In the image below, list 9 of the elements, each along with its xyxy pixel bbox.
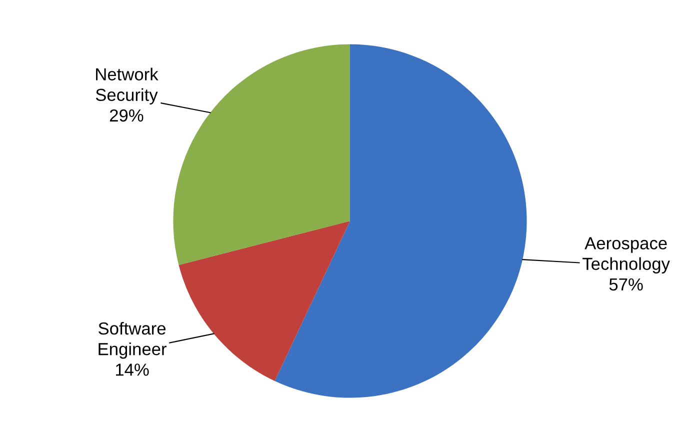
pie-slice <box>173 44 350 265</box>
data-label: 57% <box>609 278 643 291</box>
slice-label: Software Engineer <box>98 322 166 359</box>
data-label: 14% <box>116 364 149 376</box>
data-label: 29% <box>110 109 144 122</box>
pie-slice <box>178 221 350 381</box>
pie-slice <box>274 44 527 398</box>
slice-label: Network Security <box>96 68 158 104</box>
slice-label: Aerospace Technology <box>582 237 670 274</box>
